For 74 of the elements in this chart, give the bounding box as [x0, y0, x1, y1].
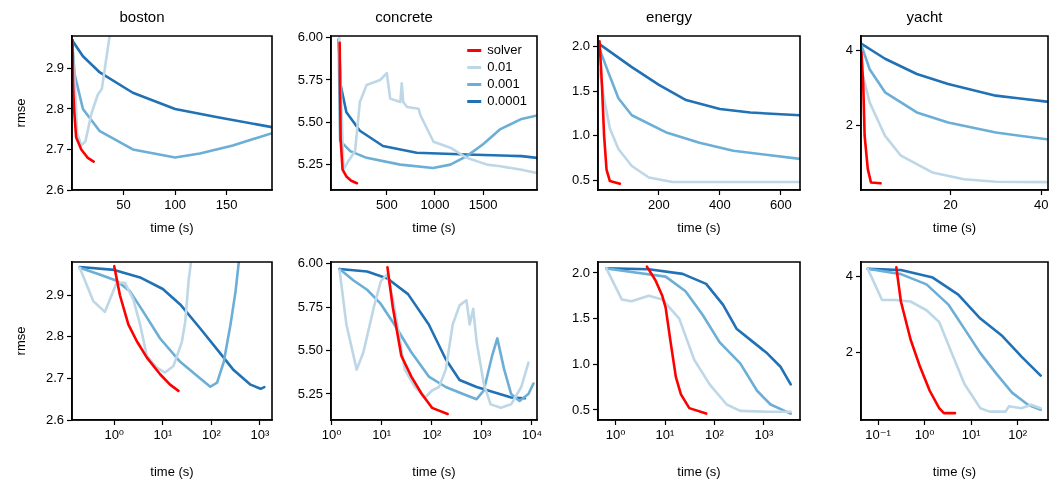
y-tick-label: 4	[845, 42, 853, 58]
y-tick-label: 2.8	[45, 328, 64, 344]
x-axis-title: time (s)	[932, 463, 977, 479]
x-tick-label: 20	[943, 197, 958, 213]
y-tick-label: 1.5	[571, 82, 590, 98]
y-tick-label: 4	[845, 268, 853, 284]
y-tick-label: 2.6	[45, 411, 64, 427]
legend-label: 0.01	[487, 59, 513, 75]
y-axis-title: rmse	[13, 326, 29, 356]
y-tick-label: 1.5	[571, 310, 590, 326]
x-tick-label: 10⁴	[521, 427, 542, 443]
y-tick-label: 5.50	[297, 113, 323, 129]
x-tick-label: 10²	[1008, 427, 1028, 443]
chart-title: concrete	[375, 8, 433, 26]
y-tick-label: 2.9	[45, 286, 64, 302]
x-tick-label: 100	[164, 197, 186, 213]
x-tick-label: 1500	[468, 197, 498, 213]
x-tick-label: 40	[1033, 197, 1049, 213]
y-tick-label: 2.0	[571, 264, 590, 280]
x-axis-title: time (s)	[150, 219, 194, 235]
y-tick-label: 5.75	[297, 298, 323, 314]
legend-label: 0.0001	[487, 93, 527, 109]
y-tick-label: 1.0	[571, 355, 590, 371]
x-tick-label: 1000	[420, 197, 450, 213]
x-tick-label: 10²	[705, 427, 725, 443]
y-tick-label: 6.00	[297, 255, 323, 271]
x-tick-label: 10²	[422, 427, 442, 443]
x-tick-label: 10⁰	[104, 427, 125, 443]
x-axis-title: time (s)	[677, 463, 721, 479]
y-tick-label: 2.0	[571, 38, 590, 54]
x-tick-label: 150	[215, 197, 238, 213]
y-tick-label: 5.75	[297, 71, 323, 87]
y-tick-label: 2.6	[45, 181, 64, 197]
x-tick-label: 500	[375, 197, 398, 213]
y-tick-label: 0.5	[571, 401, 590, 417]
y-tick-label: 2	[845, 343, 853, 359]
x-tick-label: 10¹	[372, 427, 392, 443]
x-axis-title: time (s)	[150, 463, 194, 479]
x-tick-label: 10¹	[655, 427, 676, 443]
y-tick-label: 1.0	[571, 127, 590, 143]
chart-title: boston	[119, 8, 165, 26]
x-tick-label: 10³	[250, 427, 271, 443]
x-tick-label: 10⁰	[605, 427, 626, 443]
x-tick-label: 10³	[472, 427, 492, 443]
x-tick-label: 400	[709, 197, 731, 213]
chart-title: energy	[646, 8, 693, 26]
y-axis-title: rmse	[13, 98, 29, 128]
x-tick-label: 10⁻¹	[865, 427, 892, 443]
x-tick-label: 10¹	[961, 427, 982, 443]
y-tick-label: 2	[845, 116, 853, 132]
y-tick-label: 0.5	[571, 171, 590, 187]
y-tick-label: 2.7	[45, 370, 64, 385]
y-tick-label: 2.7	[45, 141, 64, 157]
x-tick-label: 10¹	[153, 427, 173, 443]
y-tick-label: 5.50	[297, 342, 323, 358]
x-tick-label: 10⁰	[914, 427, 935, 443]
x-axis-title: time (s)	[412, 463, 456, 479]
x-tick-label: 600	[769, 197, 792, 213]
x-axis-title: time (s)	[677, 219, 721, 235]
x-tick-label: 200	[648, 197, 670, 213]
legend-label: solver	[487, 42, 523, 58]
x-tick-label: 50	[116, 197, 131, 213]
y-tick-label: 6.00	[297, 29, 323, 45]
y-tick-label: 5.25	[297, 156, 323, 172]
chart-title: yacht	[906, 8, 944, 26]
x-tick-label: 10²	[201, 427, 222, 443]
x-axis-title: time (s)	[412, 219, 456, 235]
y-tick-label: 5.25	[297, 385, 323, 401]
x-tick-label: 10³	[754, 427, 774, 443]
legend-label: 0.001	[487, 76, 520, 92]
x-axis-title: time (s)	[932, 219, 977, 235]
y-tick-label: 2.8	[45, 100, 64, 116]
x-tick-label: 10⁰	[321, 427, 342, 443]
y-tick-label: 2.9	[45, 60, 64, 75]
